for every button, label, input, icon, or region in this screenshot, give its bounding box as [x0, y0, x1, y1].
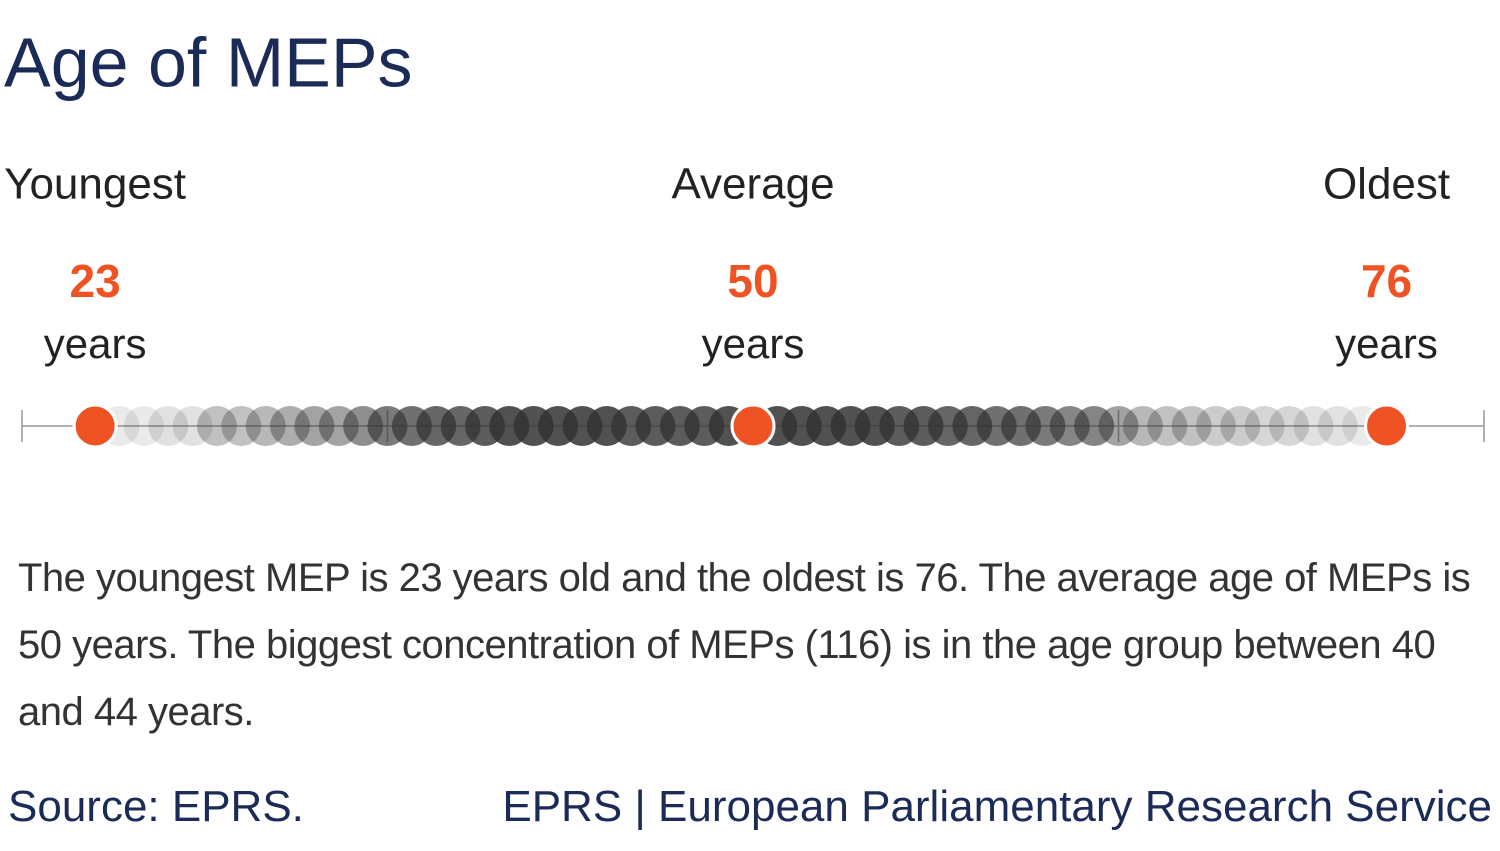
description: The youngest MEP is 23 years old and the…: [18, 556, 1471, 734]
age-dot: [172, 406, 213, 446]
marker-label: Average: [671, 160, 834, 209]
age-dot: [148, 406, 189, 446]
age-dot: [1293, 406, 1334, 446]
age-dot: [1122, 406, 1163, 446]
age-dot: [221, 406, 262, 446]
chart: Age of MEPs Youngest 23 years Average 50 year…: [4, 23, 1485, 449]
age-dot: [294, 406, 335, 446]
marker-value: 76: [1361, 255, 1412, 307]
marker-unit: years: [702, 320, 805, 367]
age-dot: [1171, 406, 1212, 446]
marker-value: 23: [70, 255, 121, 307]
marker-unit: years: [44, 320, 147, 367]
age-dot: [196, 406, 237, 446]
highlight-dot: [1364, 403, 1410, 449]
marker-unit: years: [1335, 320, 1438, 367]
marker-label: Oldest: [1323, 160, 1450, 209]
age-dot: [1147, 406, 1188, 446]
age-dot: [1244, 406, 1285, 446]
chart-title: Age of MEPs: [4, 23, 413, 101]
highlight-dot: [730, 403, 776, 449]
age-dot: [1098, 406, 1139, 446]
age-dot: [1317, 406, 1358, 446]
age-dot: [270, 406, 311, 446]
age-dot: [1074, 406, 1115, 446]
highlight-dot: [72, 403, 118, 449]
age-dot: [1195, 406, 1236, 446]
credit: EPRS | European Parliamentary Research S…: [502, 782, 1492, 831]
age-dot: [1269, 406, 1310, 446]
age-dot: [245, 406, 286, 446]
age-dot: [123, 406, 164, 446]
marker-label: Youngest: [4, 160, 186, 209]
marker-value: 50: [727, 255, 778, 307]
source: Source: EPRS.: [8, 782, 304, 831]
age-dot: [1220, 406, 1261, 446]
